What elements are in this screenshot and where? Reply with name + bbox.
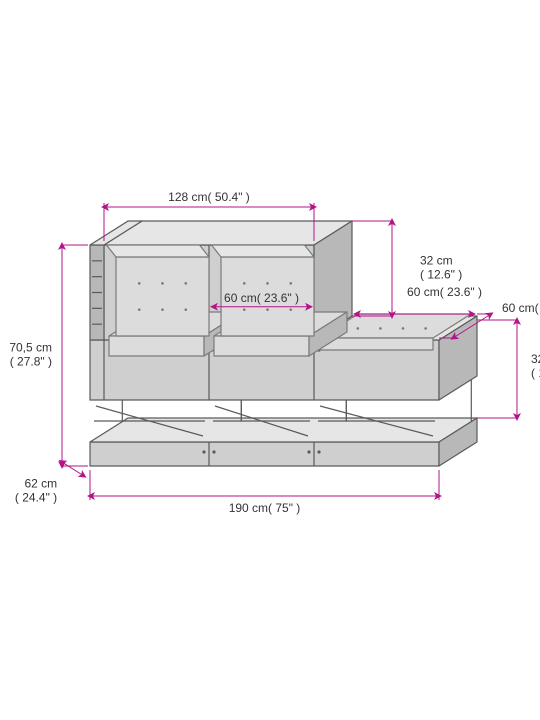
dim-right-depth: 60 cm( 23.6" ) xyxy=(502,301,540,315)
dim-right-top-height-b: ( 12.6" ) xyxy=(420,268,462,282)
dim-top-width: 128 cm( 50.4" ) xyxy=(168,190,250,204)
svg-text:( 12.6" ): ( 12.6" ) xyxy=(531,366,540,380)
dim-left-depth: 62 cm xyxy=(25,477,58,491)
dim-bottom-width: 190 cm( 75" ) xyxy=(229,501,301,515)
dim-right-top-height-a: 32 cm xyxy=(420,254,453,268)
svg-text:( 27.8" ): ( 27.8" ) xyxy=(10,355,52,369)
dim-left-height: 70,5 cm xyxy=(9,341,52,355)
sofa-diagram xyxy=(90,221,477,466)
dim-right-low-height: 32 cm xyxy=(531,352,540,366)
dim-right-inner-width: 60 cm( 23.6" ) xyxy=(407,285,482,299)
dim-mid-module-width: 60 cm( 23.6" ) xyxy=(224,291,299,305)
svg-text:( 24.4" ): ( 24.4" ) xyxy=(15,491,57,505)
